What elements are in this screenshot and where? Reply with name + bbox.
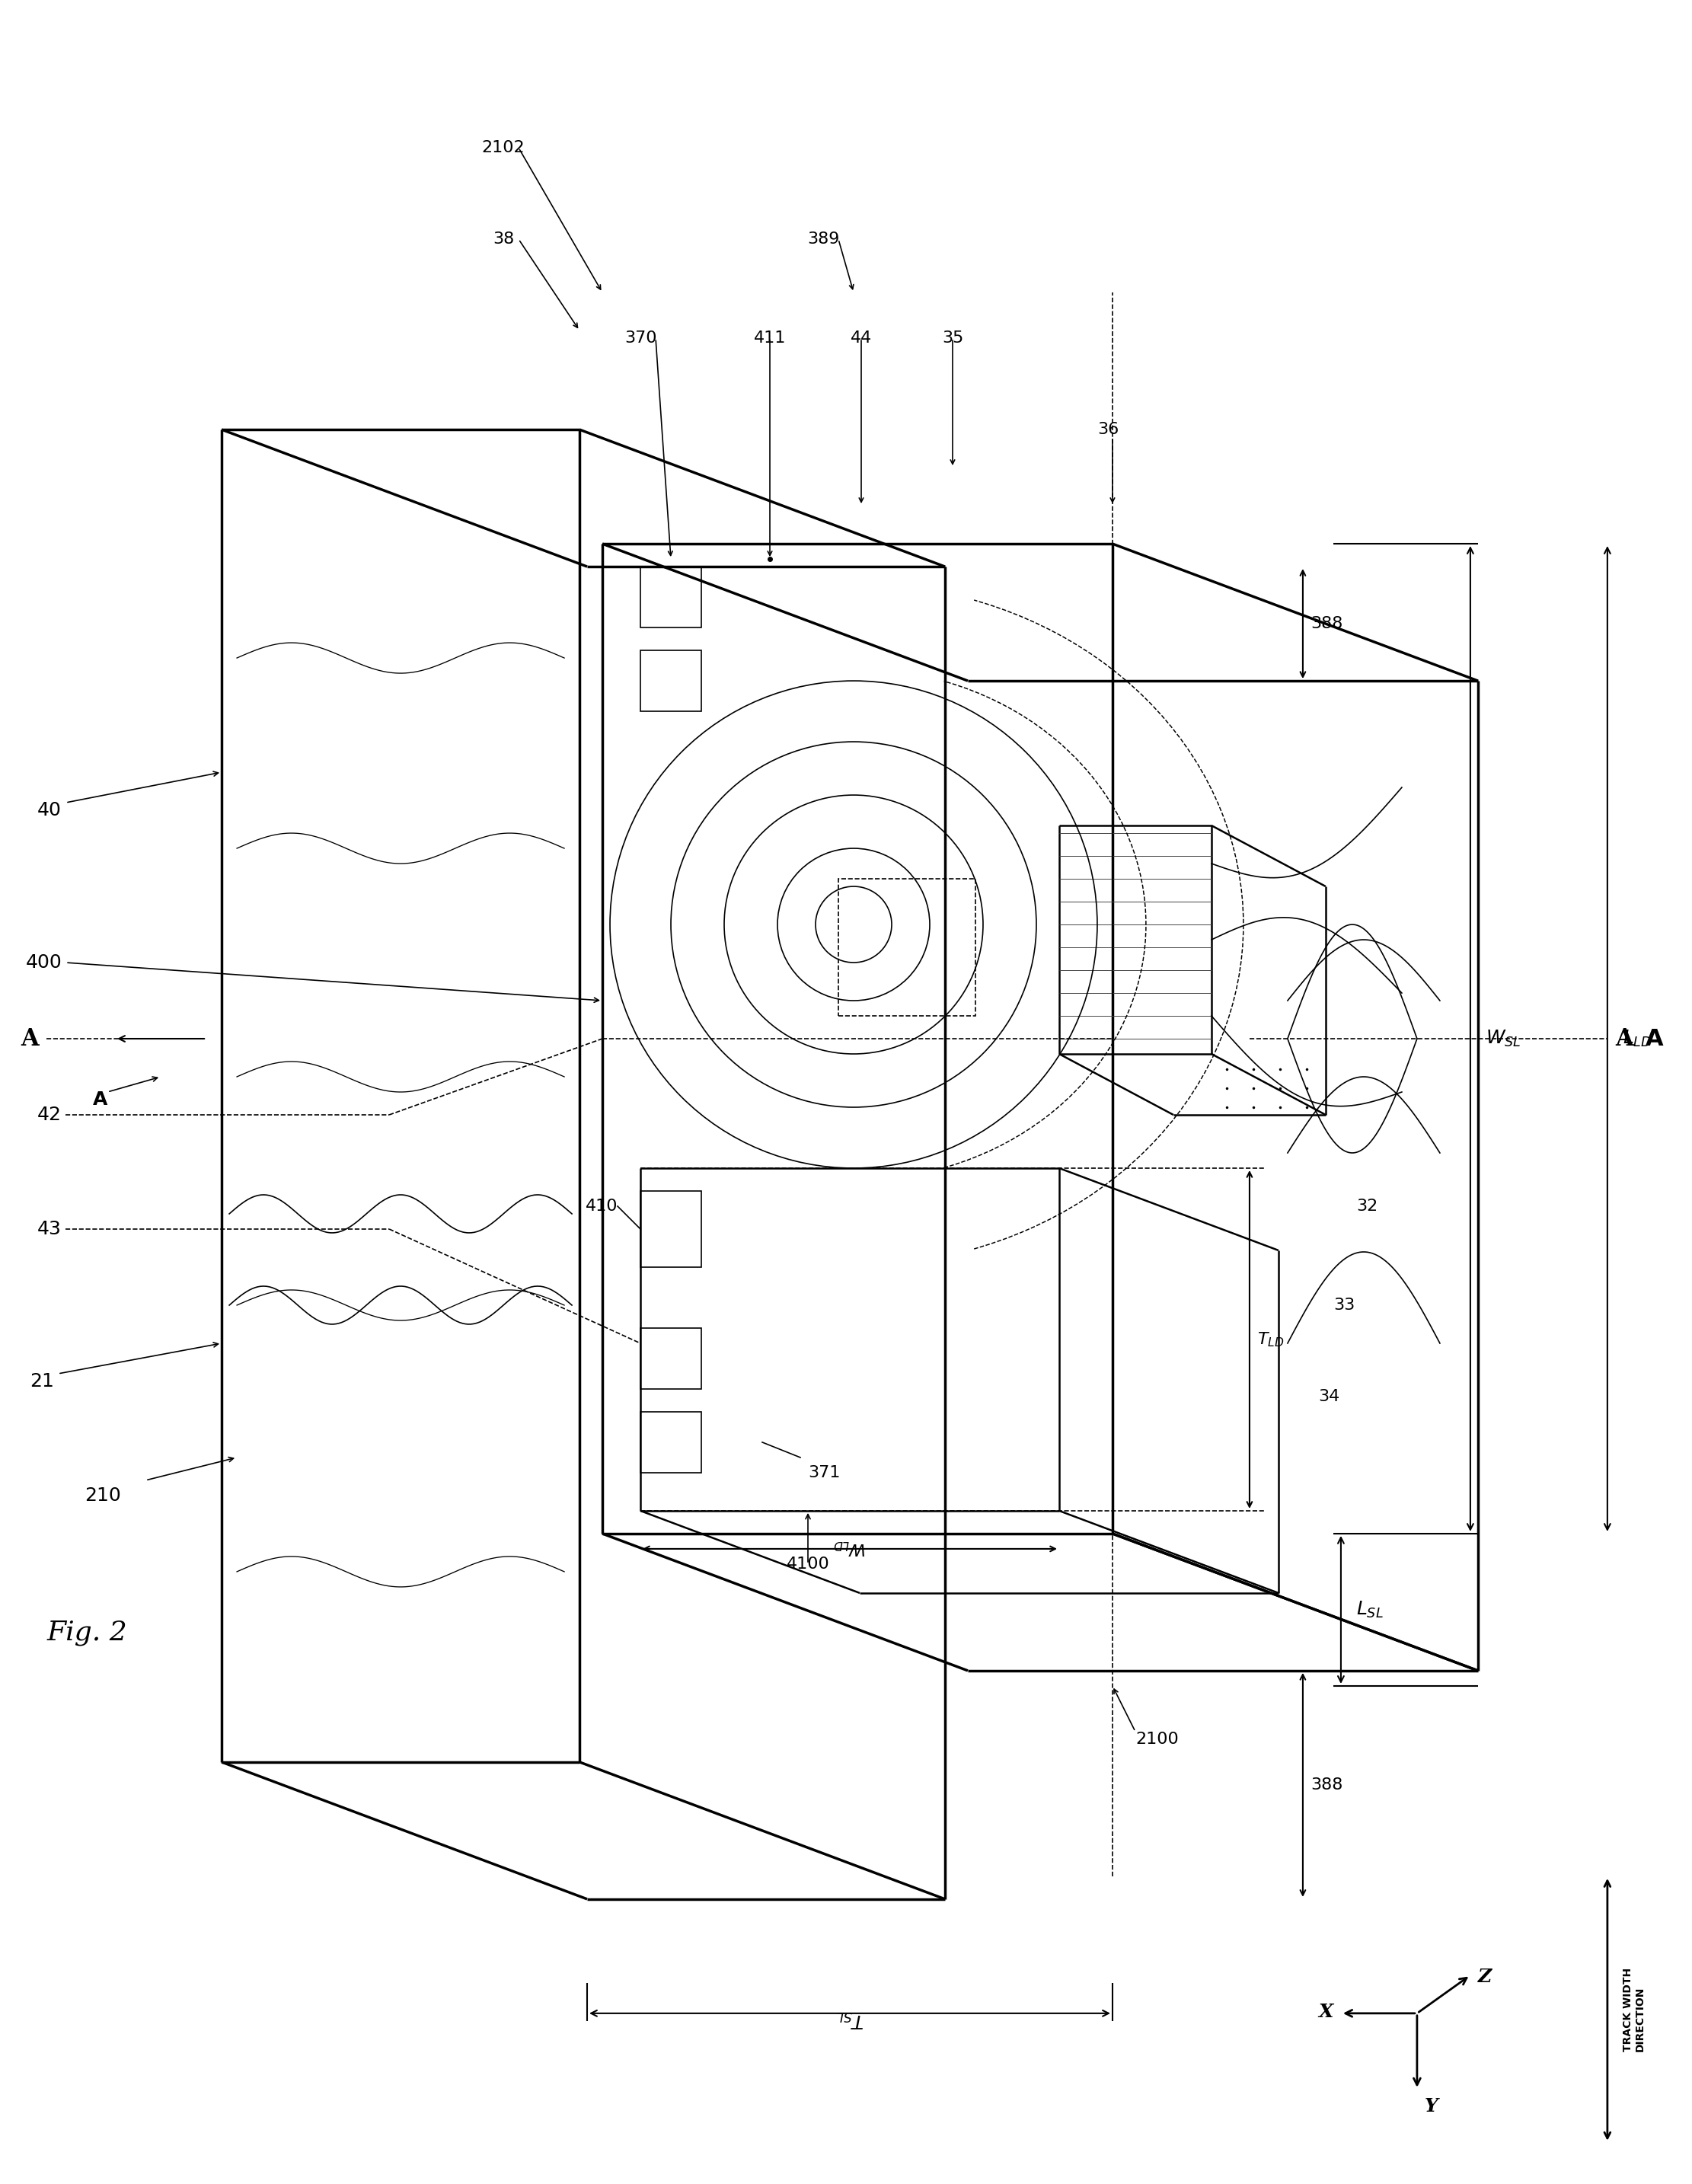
Text: 371: 371 xyxy=(809,1465,841,1481)
Text: $W_{SL}$: $W_{SL}$ xyxy=(1486,1029,1521,1048)
Text: 35: 35 xyxy=(942,330,963,345)
Text: 36: 36 xyxy=(1096,422,1118,437)
Text: Y: Y xyxy=(1425,2097,1438,2116)
Text: 410: 410 xyxy=(585,1199,618,1214)
Text: 411: 411 xyxy=(753,330,787,345)
Text: 400: 400 xyxy=(25,954,63,972)
Text: 2102: 2102 xyxy=(482,140,525,155)
Text: 21: 21 xyxy=(30,1372,54,1391)
Text: 32: 32 xyxy=(1355,1199,1377,1214)
Text: TRACK WIDTH
DIRECTION: TRACK WIDTH DIRECTION xyxy=(1623,1968,1646,2051)
Text: A: A xyxy=(1614,1026,1633,1051)
Text: $L_{SL}$: $L_{SL}$ xyxy=(1355,1601,1384,1621)
Text: 43: 43 xyxy=(37,1221,63,1238)
Text: 38: 38 xyxy=(492,232,514,247)
Text: Z: Z xyxy=(1477,1968,1492,1985)
Text: A: A xyxy=(20,1026,39,1051)
Text: 34: 34 xyxy=(1318,1389,1340,1404)
Text: 44: 44 xyxy=(851,330,871,345)
Text: 388: 388 xyxy=(1310,616,1343,631)
Bar xyxy=(641,1411,702,1472)
Text: 33: 33 xyxy=(1333,1297,1355,1313)
Text: $T_{LD}$: $T_{LD}$ xyxy=(1257,1330,1284,1348)
Text: A: A xyxy=(93,1090,107,1109)
Text: $L_{LD}$: $L_{LD}$ xyxy=(1623,1029,1651,1048)
Bar xyxy=(641,1190,702,1267)
Text: 42: 42 xyxy=(37,1105,63,1125)
Text: 210: 210 xyxy=(85,1487,120,1505)
Bar xyxy=(641,1328,702,1389)
Text: 40: 40 xyxy=(37,802,63,819)
Text: A: A xyxy=(1645,1029,1663,1051)
Text: $W_{LD}$: $W_{LD}$ xyxy=(832,1538,866,1557)
Text: 4100: 4100 xyxy=(787,1557,829,1572)
Bar xyxy=(641,566,702,627)
Text: 388: 388 xyxy=(1310,1778,1343,1793)
Text: 370: 370 xyxy=(624,330,656,345)
Bar xyxy=(839,878,975,1016)
Text: 389: 389 xyxy=(807,232,839,247)
Bar xyxy=(641,651,702,712)
Text: 2100: 2100 xyxy=(1135,1732,1179,1747)
Text: Fig. 2: Fig. 2 xyxy=(47,1621,127,1645)
Text: X: X xyxy=(1318,2003,1333,2020)
Text: $T_{SL}$: $T_{SL}$ xyxy=(836,2009,865,2029)
